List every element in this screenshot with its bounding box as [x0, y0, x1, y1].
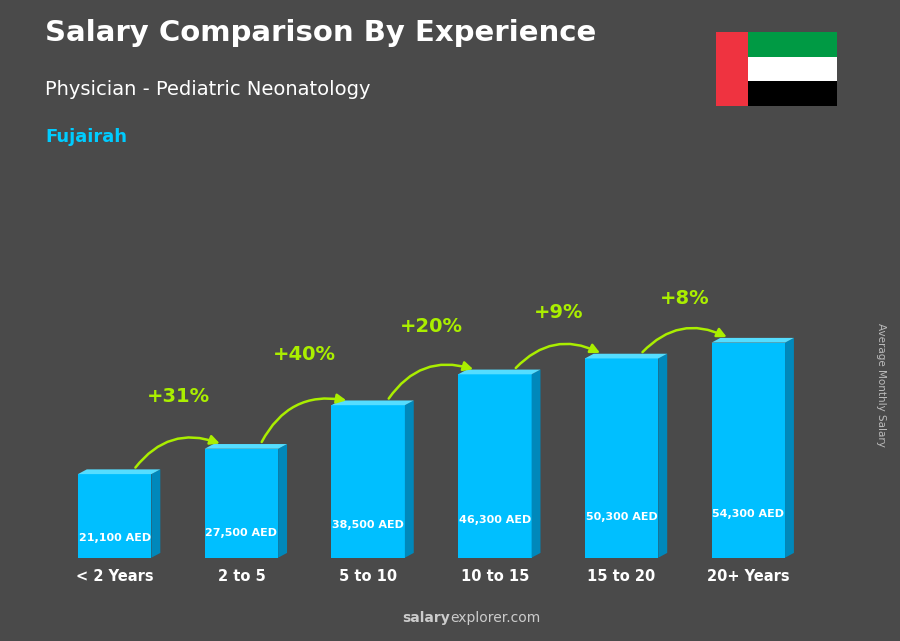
- Polygon shape: [151, 469, 160, 558]
- Text: salary: salary: [402, 611, 450, 625]
- Polygon shape: [458, 374, 532, 558]
- Polygon shape: [204, 444, 287, 449]
- Polygon shape: [405, 401, 414, 558]
- Bar: [748, 56, 837, 81]
- Polygon shape: [78, 474, 151, 558]
- Text: +8%: +8%: [660, 289, 710, 308]
- Text: Average Monthly Salary: Average Monthly Salary: [877, 322, 886, 447]
- Text: +31%: +31%: [147, 387, 210, 406]
- Text: 46,300 AED: 46,300 AED: [459, 515, 531, 525]
- Polygon shape: [658, 354, 667, 558]
- FancyArrowPatch shape: [389, 362, 471, 399]
- Bar: [716, 32, 748, 106]
- Polygon shape: [204, 449, 278, 558]
- Text: Physician - Pediatric Neonatology: Physician - Pediatric Neonatology: [45, 80, 371, 99]
- Polygon shape: [712, 338, 794, 343]
- FancyArrowPatch shape: [516, 344, 598, 368]
- Polygon shape: [785, 338, 794, 558]
- Text: +9%: +9%: [534, 303, 583, 322]
- Text: +40%: +40%: [274, 345, 337, 364]
- Polygon shape: [331, 405, 405, 558]
- Text: Salary Comparison By Experience: Salary Comparison By Experience: [45, 19, 596, 47]
- Polygon shape: [458, 370, 541, 374]
- Text: 54,300 AED: 54,300 AED: [712, 509, 784, 519]
- Text: Fujairah: Fujairah: [45, 128, 127, 146]
- Text: explorer.com: explorer.com: [450, 611, 540, 625]
- Polygon shape: [78, 469, 160, 474]
- Text: 21,100 AED: 21,100 AED: [78, 533, 151, 543]
- Bar: [748, 81, 837, 106]
- Bar: [748, 32, 837, 56]
- FancyArrowPatch shape: [643, 328, 725, 352]
- Polygon shape: [585, 358, 658, 558]
- FancyArrowPatch shape: [262, 395, 344, 442]
- FancyArrowPatch shape: [135, 437, 217, 467]
- Polygon shape: [331, 401, 414, 405]
- Text: 27,500 AED: 27,500 AED: [205, 528, 277, 538]
- Polygon shape: [712, 343, 785, 558]
- Text: 38,500 AED: 38,500 AED: [332, 520, 404, 530]
- Polygon shape: [532, 370, 541, 558]
- Polygon shape: [278, 444, 287, 558]
- Text: +20%: +20%: [400, 317, 463, 336]
- Text: 50,300 AED: 50,300 AED: [586, 512, 658, 522]
- Polygon shape: [585, 354, 667, 358]
